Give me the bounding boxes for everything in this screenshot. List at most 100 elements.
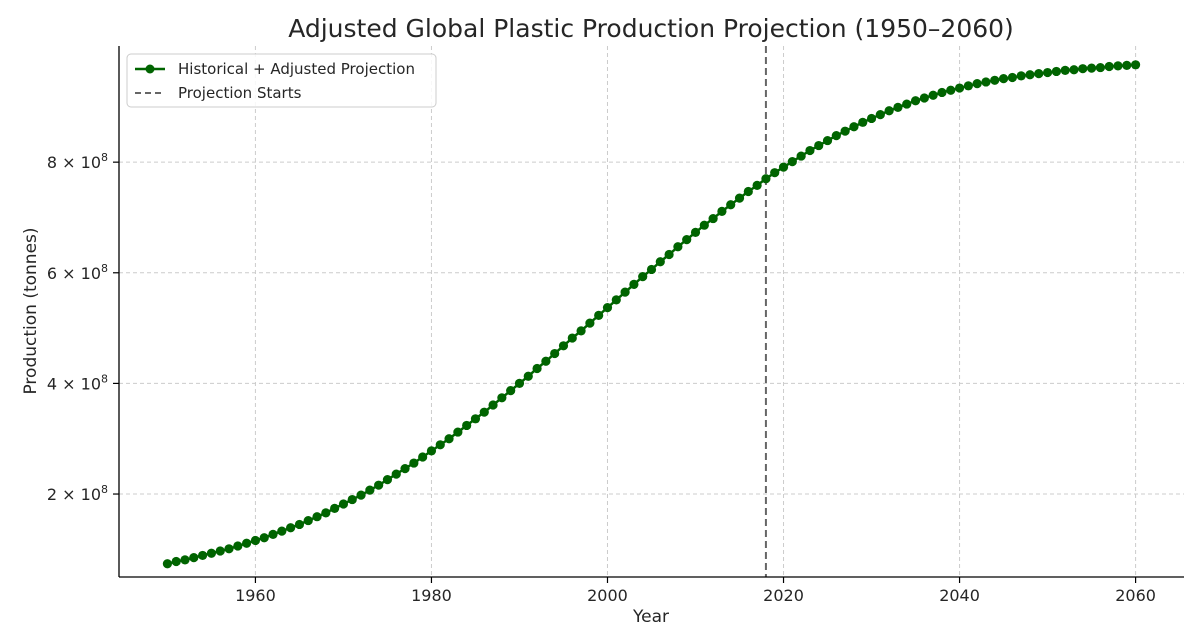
y-tick-label: 6 × 108: [47, 262, 108, 283]
x-tick-label: 2060: [1115, 586, 1156, 605]
data-point: [796, 151, 806, 161]
data-point: [849, 122, 859, 132]
data-point: [893, 102, 903, 112]
data-point: [356, 490, 366, 500]
data-point: [875, 109, 885, 120]
legend-label-historical: Historical + Adjusted Projection: [178, 60, 415, 78]
data-point: [162, 559, 173, 569]
data-point: [963, 81, 973, 91]
data-point: [418, 452, 428, 462]
data-point: [717, 206, 727, 216]
data-point: [330, 503, 340, 514]
ticks-layer: 1960 1980 2000 2020 2040 2060 2 × 108 4 × 108 6 …: [47, 151, 1156, 605]
data-point: [946, 85, 956, 95]
data-point: [286, 523, 296, 533]
axes-layer: [118, 46, 1184, 578]
data-point: [558, 341, 569, 351]
data-point: [365, 485, 375, 495]
data-point: [514, 378, 525, 389]
grid-layer: [119, 46, 1184, 577]
x-tick-label: 2020: [763, 586, 804, 605]
data-point: [277, 526, 287, 536]
data-point: [242, 538, 252, 548]
data-point: [761, 174, 771, 184]
data-point: [567, 333, 577, 343]
data-point: [1086, 63, 1097, 73]
data-point: [453, 427, 463, 437]
data-point: [303, 515, 313, 526]
data-point: [198, 550, 208, 561]
data-point: [1104, 61, 1114, 72]
data-point: [1060, 65, 1070, 75]
data-point: [321, 508, 331, 518]
data-point: [629, 279, 639, 289]
data-point: [822, 135, 833, 146]
data-point: [611, 295, 621, 305]
data-point: [726, 200, 736, 210]
x-tick-label: 1960: [235, 586, 276, 605]
data-point: [215, 546, 225, 556]
series-layer: [162, 60, 1141, 569]
data-point: [268, 529, 278, 540]
data-point: [206, 548, 217, 558]
data-point: [699, 220, 709, 230]
x-axis-label: Year: [632, 607, 669, 627]
data-point: [910, 96, 921, 106]
data-point: [497, 393, 507, 403]
data-point: [743, 186, 753, 197]
data-point: [1095, 62, 1105, 73]
data-point: [1113, 61, 1123, 71]
data-point: [347, 494, 357, 505]
data-point: [690, 227, 701, 237]
data-point: [752, 180, 762, 190]
x-tick-label: 2040: [939, 586, 980, 605]
data-point: [1007, 72, 1017, 83]
data-point: [470, 414, 481, 424]
data-point: [937, 87, 947, 98]
x-tick-label: 1980: [411, 586, 452, 605]
data-point: [171, 556, 181, 567]
data-point: [981, 77, 991, 87]
data-point: [1130, 60, 1141, 70]
data-point: [224, 544, 234, 554]
data-point: [858, 117, 868, 127]
data-point: [831, 131, 841, 141]
data-point: [602, 303, 613, 313]
data-point: [180, 555, 190, 565]
data-point: [673, 242, 683, 252]
data-point: [312, 512, 322, 522]
data-point: [655, 257, 665, 267]
y-tick-label: 2 × 108: [47, 483, 108, 504]
data-point: [462, 420, 472, 431]
data-point: [840, 126, 850, 136]
data-point: [884, 106, 894, 116]
data-point: [479, 407, 489, 417]
legend-box: [126, 53, 437, 108]
data-point: [814, 140, 824, 151]
data-point: [550, 348, 560, 359]
chart-title: Adjusted Global Plastic Production Proje…: [288, 14, 1014, 43]
data-point: [294, 519, 305, 530]
data-point: [954, 83, 965, 93]
data-point: [928, 90, 938, 100]
data-point: [1051, 66, 1061, 77]
data-point: [594, 310, 604, 320]
data-point: [1042, 67, 1053, 78]
legend-label-projection-start: Projection Starts: [178, 84, 302, 102]
data-point: [400, 463, 410, 474]
data-point: [620, 287, 630, 297]
data-point: [338, 499, 349, 509]
data-point: [532, 363, 542, 374]
data-point: [778, 162, 789, 172]
data-point: [1078, 64, 1088, 74]
data-point: [919, 93, 929, 103]
data-point: [382, 475, 393, 485]
y-tick-label: 8 × 108: [47, 151, 108, 172]
data-point: [523, 371, 533, 381]
x-tick-label: 2000: [587, 586, 628, 605]
data-point: [1034, 69, 1044, 79]
data-point: [259, 533, 269, 543]
data-point: [787, 157, 797, 167]
